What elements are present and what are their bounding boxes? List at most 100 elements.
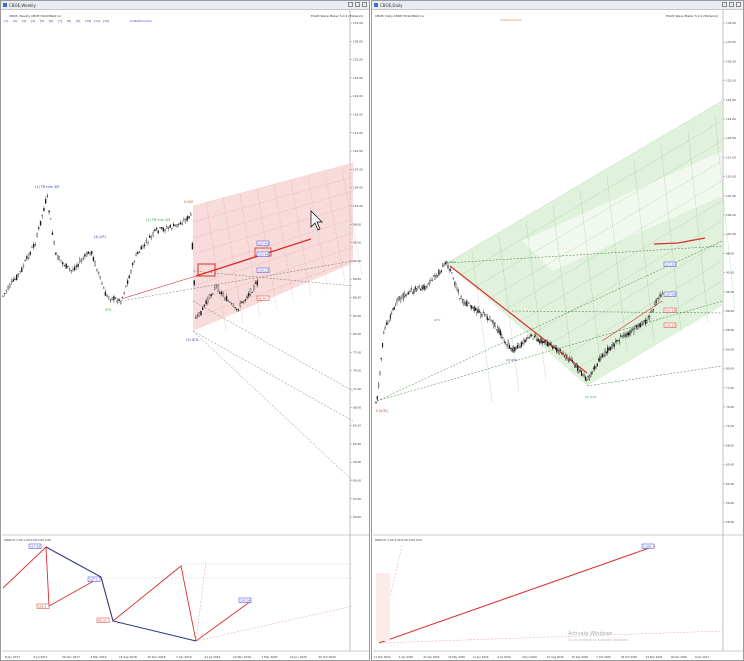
candle-body bbox=[55, 252, 57, 255]
channel-gridline bbox=[488, 160, 723, 300]
projection-line bbox=[511, 310, 723, 314]
candle-body bbox=[556, 347, 558, 352]
maximize-button[interactable] bbox=[729, 2, 734, 7]
timeframe-button-5[interactable]: [5] bbox=[40, 19, 44, 23]
candle-body bbox=[526, 337, 528, 341]
daily-chart-window[interactable]: CBOE,Daily CBOE, Daily CBOE HOLDINGS Inc… bbox=[371, 0, 744, 661]
price-axis-label: 119.00 bbox=[353, 94, 363, 98]
price-axis-label: 68.00 bbox=[726, 443, 734, 447]
candle-body bbox=[382, 343, 384, 348]
daily-titlebar[interactable]: CBOE,Daily bbox=[372, 1, 743, 10]
candle-body bbox=[15, 274, 18, 281]
candle-body bbox=[480, 312, 482, 317]
date-axis-label: 21 Aug 2020 bbox=[547, 655, 564, 659]
timeframe-button-11[interactable]: [11] bbox=[94, 19, 100, 23]
price-axis-label: 62.00 bbox=[353, 442, 361, 446]
candle-body bbox=[537, 339, 539, 342]
channel-gridline bbox=[516, 200, 723, 324]
candle-body bbox=[443, 263, 445, 266]
price-tag-2-box bbox=[256, 251, 270, 257]
candle-body bbox=[554, 347, 556, 349]
candle-body bbox=[501, 334, 503, 338]
timeframe-button-7[interactable]: [7] bbox=[58, 19, 62, 23]
candle-body bbox=[195, 317, 197, 319]
date-axis-label: 29 Jul 2020 bbox=[522, 655, 537, 659]
minimize-button[interactable] bbox=[348, 2, 353, 7]
candle-body bbox=[191, 243, 194, 250]
candle-body bbox=[128, 275, 130, 279]
candle-body bbox=[637, 326, 639, 330]
minimize-button[interactable] bbox=[722, 2, 727, 7]
candle-body bbox=[391, 312, 393, 315]
indicator-link[interactable]: Indikatorname bbox=[500, 18, 522, 22]
candle-body bbox=[569, 357, 571, 361]
candle-body bbox=[456, 287, 458, 291]
mouse-cursor-icon bbox=[310, 210, 323, 231]
price-axis-label: 113.00 bbox=[726, 155, 736, 159]
candle-body bbox=[450, 269, 452, 271]
sub-window-label: WAPO H 1.00 1.00 0.00 0.00 0.00 bbox=[4, 538, 51, 542]
timeframe-button-8[interactable]: [8] bbox=[67, 19, 71, 23]
candle-body bbox=[645, 319, 647, 325]
candle-body bbox=[248, 293, 250, 297]
timeframe-button-4[interactable]: [4] bbox=[31, 19, 35, 23]
timeframe-button-12[interactable]: [12] bbox=[103, 19, 109, 23]
chart-icon bbox=[374, 3, 378, 7]
sub-tag-2: 100.1 bbox=[38, 605, 47, 609]
candle-body bbox=[24, 260, 26, 262]
candle-body bbox=[473, 306, 475, 312]
maximize-button[interactable] bbox=[355, 2, 360, 7]
weekly-chart-window[interactable]: CBOE,Weekly CBOE, Weekly CBOE HOLDINGS I… bbox=[0, 0, 370, 661]
candle-body bbox=[190, 213, 192, 216]
close-button[interactable] bbox=[362, 2, 367, 7]
candle-body bbox=[514, 347, 516, 352]
timeframe-button-9[interactable]: [9] bbox=[76, 19, 80, 23]
price-axis-label: 89.00 bbox=[726, 309, 734, 313]
timeframe-button-2[interactable]: [2] bbox=[13, 19, 17, 23]
channel-cross-line bbox=[290, 180, 312, 297]
close-button[interactable] bbox=[736, 2, 741, 7]
candle-body bbox=[545, 340, 547, 345]
candle-body bbox=[198, 312, 200, 317]
candle-body bbox=[527, 337, 529, 339]
candle-body bbox=[433, 275, 435, 277]
sub-projection bbox=[378, 545, 403, 644]
candle-body bbox=[401, 294, 403, 298]
price-axis-label: 95.00 bbox=[726, 271, 734, 275]
candle-body bbox=[392, 308, 394, 311]
candle-body bbox=[544, 340, 546, 343]
candle-body bbox=[125, 285, 127, 288]
price-axis-label: 92.00 bbox=[353, 259, 361, 263]
candle-body bbox=[36, 233, 38, 237]
timeframe-button-3[interactable]: [3] bbox=[22, 19, 26, 23]
candle-body bbox=[507, 342, 509, 349]
projection-line bbox=[192, 330, 354, 422]
projection-line bbox=[586, 365, 723, 387]
weekly-titlebar[interactable]: CBOE,Weekly bbox=[1, 1, 369, 10]
candle-body bbox=[236, 308, 238, 311]
candle-body bbox=[580, 370, 583, 376]
daily-price-chart[interactable]: CBOE, Daily CBOE HOLDINGS Inc Elliott Wav… bbox=[372, 1, 744, 661]
indicator-link[interactable]: Indikatorname bbox=[130, 19, 152, 23]
candle-body bbox=[600, 356, 602, 358]
channel-cross-line bbox=[714, 115, 736, 312]
weekly-price-chart[interactable]: CBOE, Weekly CBOE HOLDINGS Inc Elliott Wa… bbox=[1, 1, 370, 661]
timeframe-button-6[interactable]: [6] bbox=[49, 19, 53, 23]
candle-body bbox=[80, 259, 83, 262]
candle-body bbox=[404, 293, 406, 297]
channel-cross-line bbox=[341, 168, 363, 276]
candle-body bbox=[208, 294, 211, 299]
candle-body bbox=[519, 346, 521, 348]
candle-body bbox=[176, 224, 178, 227]
candle-body bbox=[12, 279, 14, 282]
candle-body bbox=[421, 286, 423, 291]
candle-body bbox=[613, 343, 615, 347]
wave-label-1: 0 (0/TL) bbox=[376, 409, 388, 413]
price-axis-label: 116.00 bbox=[726, 136, 736, 140]
wave-label-4: (3) 0/TL bbox=[585, 395, 597, 399]
sub-tag-1-box bbox=[641, 543, 655, 549]
candle-body bbox=[92, 257, 95, 261]
channel-cross-line bbox=[256, 188, 278, 311]
timeframe-button-10[interactable]: [10] bbox=[85, 19, 91, 23]
timeframe-button-1[interactable]: [1] bbox=[4, 19, 8, 23]
